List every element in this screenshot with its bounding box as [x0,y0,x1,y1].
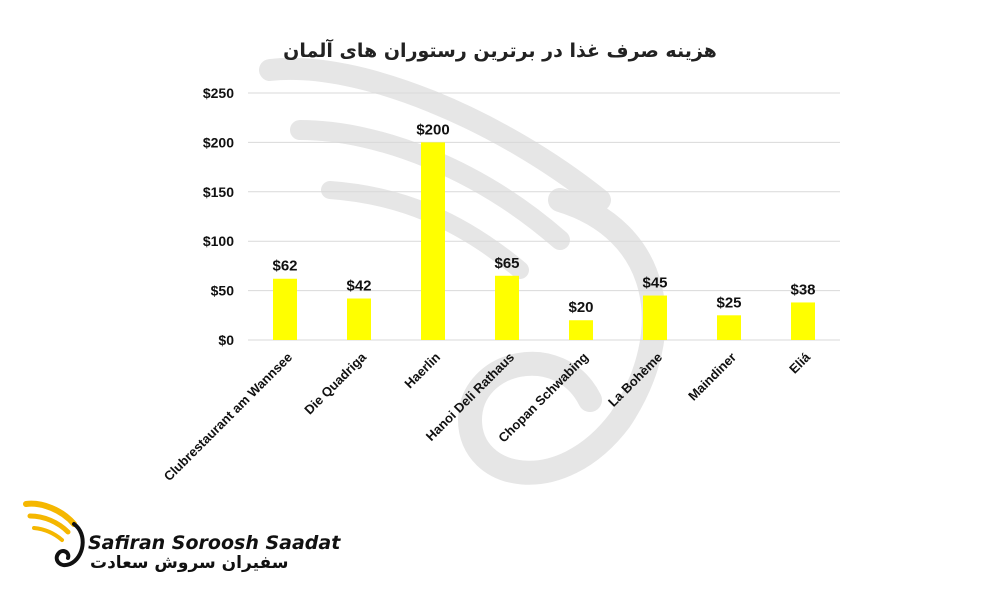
data-labels: $62 $42 $200 $65 $20 $45 $25 $38 [272,121,815,316]
data-label: $25 [716,294,741,311]
wing-logo-icon [23,500,85,567]
y-tick-label: $100 [203,233,234,249]
y-tick-label: $0 [218,332,234,348]
x-tick-label: Eliá [786,349,814,377]
data-label: $42 [346,278,371,295]
data-label: $45 [642,275,667,292]
data-label: $62 [272,258,297,275]
y-tick-label: $50 [211,283,235,299]
chart-title: هزینه صرف غذا در برترین رستوران های آلما… [283,40,717,62]
data-label: $20 [568,299,593,316]
x-axis: Clubrestaurant am Wannsee Die Quadriga Hae… [161,349,814,484]
bars [273,142,815,340]
x-tick-label: Clubrestaurant am Wannsee [161,350,295,484]
logo-text-en: Safiran Soroosh Saadat [88,532,341,554]
bar [347,298,371,340]
bar [643,295,667,340]
y-axis: $0 $50 $100 $150 $200 $250 [203,85,234,348]
y-tick-label: $150 [203,184,234,200]
logo-text-fa: سفیران سروش سعادت [90,553,289,573]
bar [495,275,519,340]
bar [569,320,593,340]
bar [791,302,815,340]
x-tick-label: Maindiner [685,350,739,404]
y-tick-label: $200 [203,134,234,150]
data-label: $200 [416,121,449,138]
bar [421,142,445,340]
x-tick-label: La Bohème [605,350,665,410]
x-tick-label: Die Quadriga [301,349,369,417]
data-label: $38 [790,281,815,298]
x-tick-label: Haerlin [401,349,443,391]
data-label: $65 [494,255,519,272]
bar [273,278,297,340]
y-tick-label: $250 [203,85,234,101]
company-logo: Safiran Soroosh Saadat سفیران سروش سعادت [22,498,340,578]
grid-lines [248,92,840,341]
bar [717,315,741,340]
